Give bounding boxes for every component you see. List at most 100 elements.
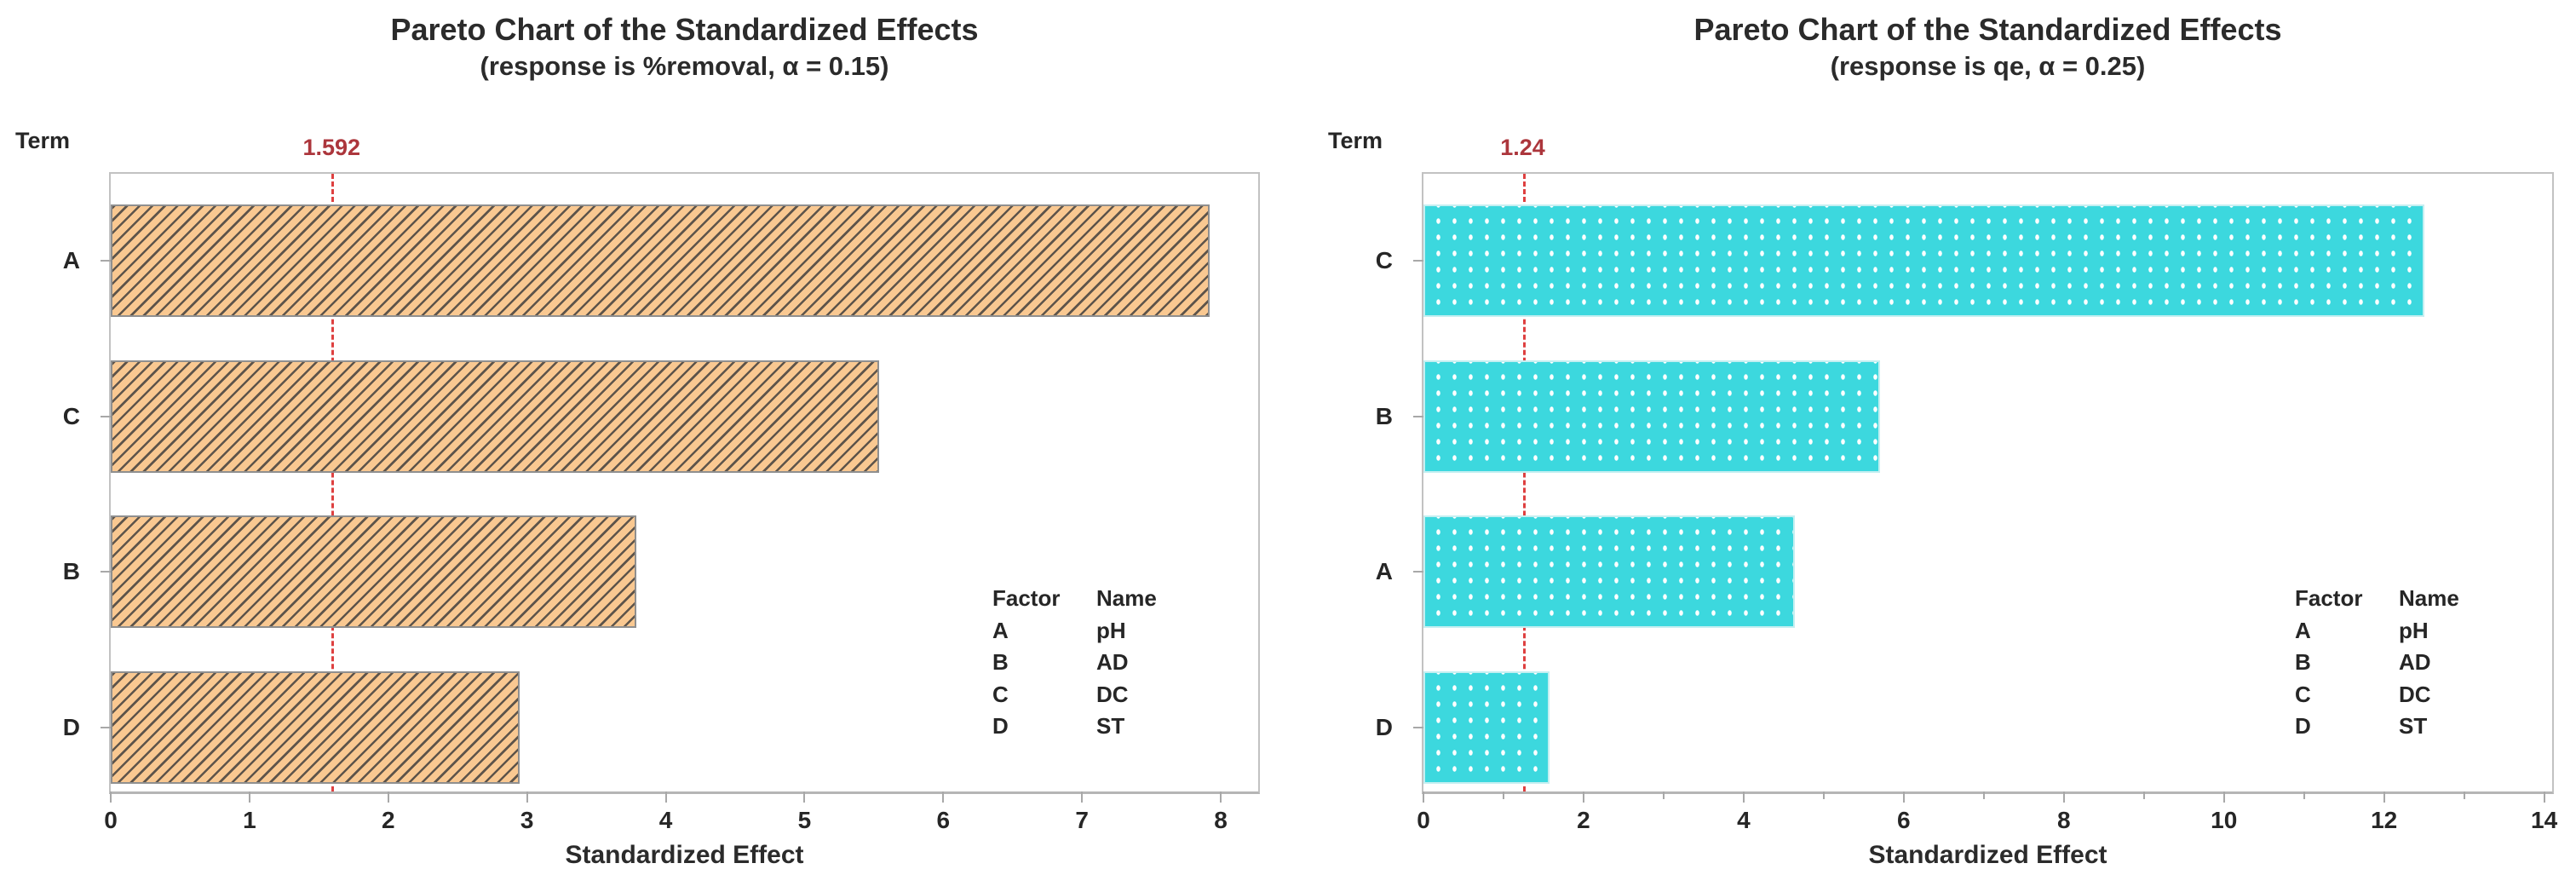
chart-header: Pareto Chart of the Standardized Effects… (109, 0, 1260, 82)
x-tick-label-6: 6 (936, 807, 951, 833)
x-tick-0 (1423, 791, 1424, 803)
chart-header: Pareto Chart of the Standardized Effects… (1422, 0, 2554, 82)
chart-subtitle: (response is qe, α = 0.25) (1830, 51, 2146, 81)
pareto-chart-qe: Pareto Chart of the Standardized Effects… (1288, 0, 2576, 869)
legend-cell: C (992, 681, 1009, 707)
y-tick (1413, 260, 1423, 262)
x-tick-2 (1582, 791, 1584, 803)
legend-cell: B (992, 649, 1009, 675)
legend-header-row: Factor Name (2295, 583, 2459, 615)
bar-A (111, 204, 1210, 317)
legend-cell: DC (2399, 681, 2431, 707)
legend-header-name: Name (1096, 585, 1157, 611)
category-label-A: A (62, 247, 80, 273)
x-tick-8 (2062, 791, 2065, 803)
legend-cell: AD (2399, 649, 2431, 675)
x-minor-tick-13 (2463, 791, 2465, 799)
x-minor-tick-7 (1982, 791, 1985, 799)
x-minor-tick-11 (2303, 791, 2305, 799)
legend-cell: D (992, 713, 1009, 739)
legend-cell: B (2295, 649, 2311, 675)
legend-header-factor: Factor (992, 585, 1061, 611)
legend-header-name: Name (2399, 585, 2459, 611)
legend-header-row: Factor Name (992, 583, 1157, 615)
pareto-chart-removal: Pareto Chart of the Standardized Effects… (15, 0, 1260, 869)
x-minor-tick-5 (1822, 791, 1825, 799)
x-tick-label-0: 0 (104, 807, 118, 833)
y-tick (1413, 726, 1423, 728)
category-label-C: C (62, 402, 80, 429)
category-label-B: B (62, 558, 80, 584)
legend-row-D: D ST (2295, 711, 2459, 743)
legend-row-D: D ST (992, 711, 1157, 743)
bar-C (1423, 204, 2424, 317)
x-tick-label-3: 3 (520, 807, 534, 833)
legend-cell: A (2295, 617, 2311, 643)
x-tick-label-12: 12 (2371, 807, 2398, 833)
reference-line (1522, 174, 1526, 791)
x-tick-label-1: 1 (243, 807, 256, 833)
legend-row-C: C DC (992, 679, 1157, 711)
y-tick (101, 726, 111, 728)
chart-title: Pareto Chart of the Standardized Effects (1693, 12, 2282, 47)
chart-title: Pareto Chart of the Standardized Effects (390, 12, 979, 47)
x-minor-tick-3 (1662, 791, 1665, 799)
x-tick-label-6: 6 (1897, 807, 1911, 833)
x-tick-label-4: 4 (1737, 807, 1751, 833)
category-label-C: C (1375, 247, 1393, 273)
x-tick-6 (1902, 791, 1905, 803)
x-tick-12 (2383, 791, 2385, 803)
bar-D (111, 670, 520, 784)
legend-header-factor: Factor (2295, 585, 2363, 611)
x-tick-2 (387, 791, 389, 803)
legend-cell: pH (2399, 617, 2429, 643)
x-tick-8 (1220, 791, 1222, 803)
legend-cell: C (2295, 681, 2311, 707)
reference-line (331, 174, 335, 791)
x-axis-title: Standardized Effect (565, 841, 804, 869)
legend-cell: ST (1096, 713, 1125, 739)
category-label-B: B (1375, 402, 1393, 429)
category-label-D: D (1375, 713, 1393, 740)
x-minor-tick-9 (2142, 791, 2145, 799)
x-tick-label-0: 0 (1417, 807, 1430, 833)
x-tick-0 (110, 791, 112, 803)
x-tick-label-10: 10 (2211, 807, 2238, 833)
x-tick-label-14: 14 (2531, 807, 2558, 833)
x-tick-3 (526, 791, 528, 803)
y-tick (101, 571, 111, 573)
x-tick-label-2: 2 (381, 807, 395, 833)
x-tick-1 (248, 791, 250, 803)
x-minor-tick-1 (1502, 791, 1504, 799)
bar-B (1423, 360, 1880, 473)
legend-cell: D (2295, 713, 2311, 739)
legend-cell: DC (1096, 681, 1129, 707)
y-axis-title: Term (1328, 128, 1383, 153)
legend-row-B: B AD (992, 647, 1157, 679)
x-tick-4 (664, 791, 667, 803)
x-tick-4 (1742, 791, 1745, 803)
bar-D (1423, 670, 1550, 784)
category-label-D: D (62, 713, 80, 740)
reference-line-label: 1.592 (302, 135, 361, 160)
chart-subtitle: (response is %removal, α = 0.15) (480, 51, 889, 81)
y-tick (1413, 415, 1423, 417)
x-tick-label-7: 7 (1075, 807, 1089, 833)
y-axis-title: Term (15, 128, 71, 153)
legend-row-B: B AD (2295, 647, 2459, 679)
y-tick (1413, 571, 1423, 573)
legend-cell: AD (1096, 649, 1129, 675)
category-label-A: A (1375, 558, 1393, 584)
x-tick-label-8: 8 (1214, 807, 1228, 833)
bar-C (111, 360, 880, 473)
x-tick-label-4: 4 (658, 807, 673, 833)
x-tick-7 (1081, 791, 1084, 803)
bar-A (1423, 515, 1796, 628)
x-axis-title: Standardized Effect (1868, 841, 2107, 869)
